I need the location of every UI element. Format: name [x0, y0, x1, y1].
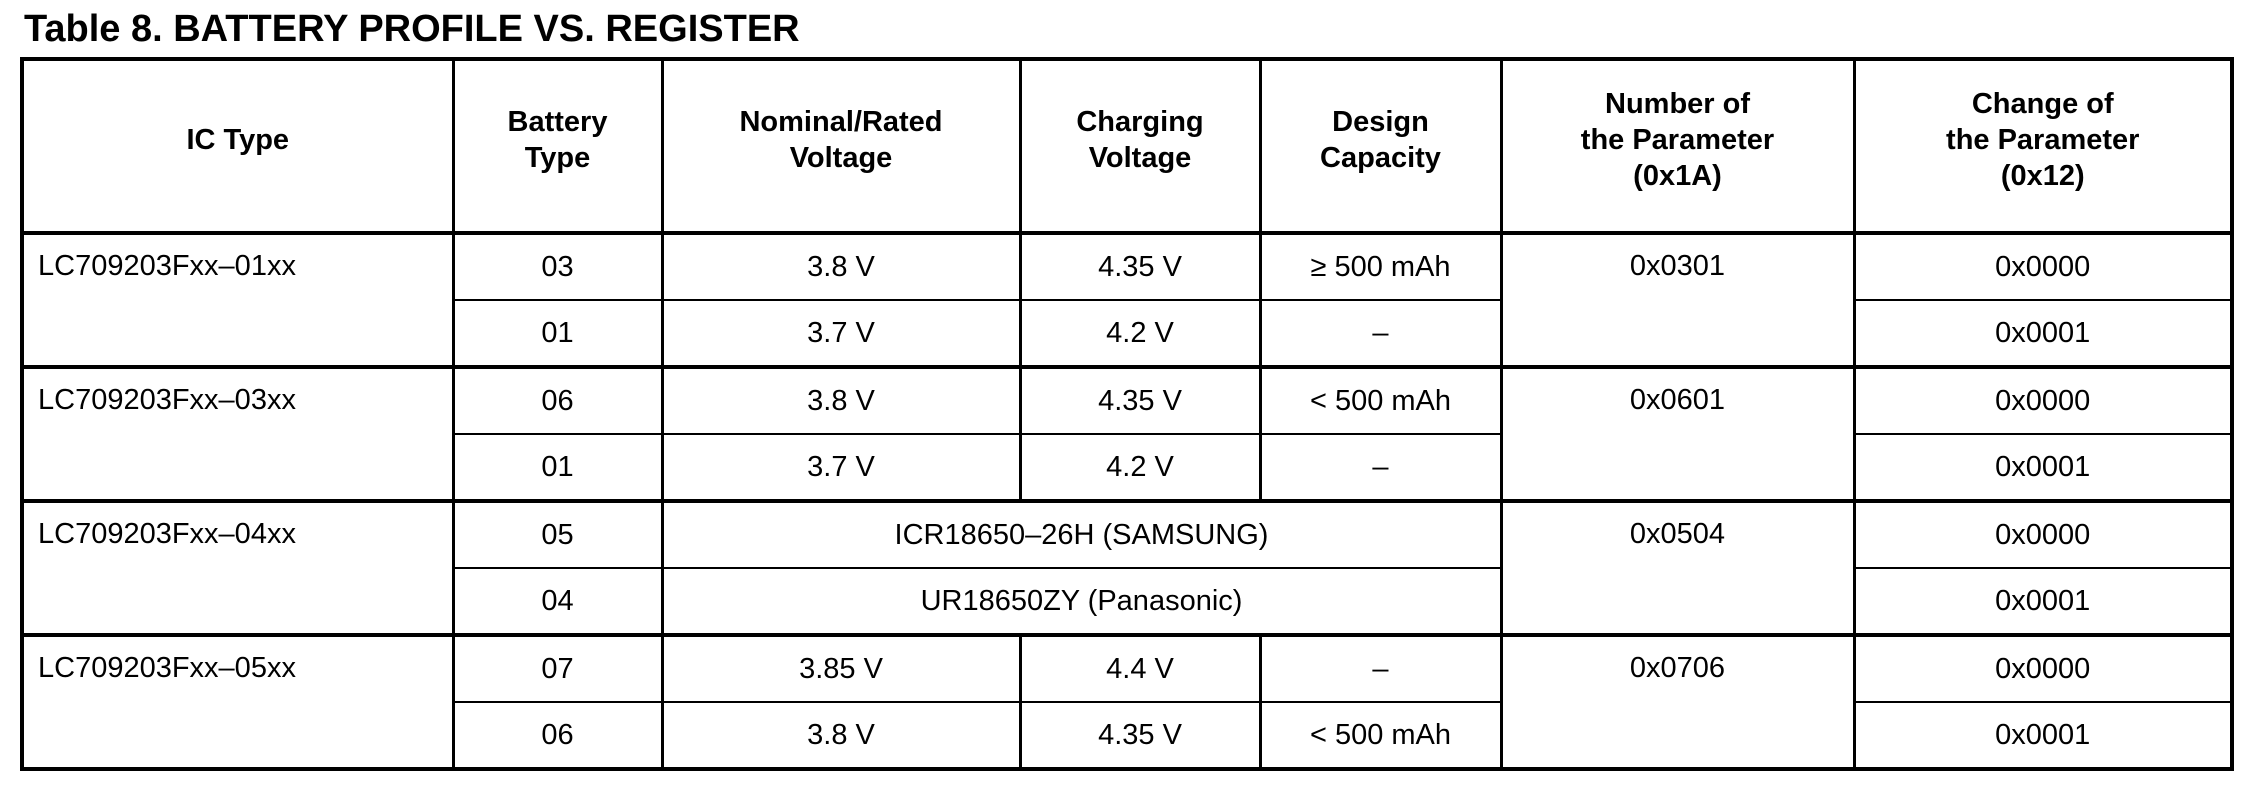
design-capacity-cell: < 500 mAh [1258, 701, 1503, 769]
battery-model-cell: ICR18650–26H (SAMSUNG) [660, 499, 1503, 568]
table-row: 04 UR18650ZY (Panasonic) 0x0001 [22, 567, 2234, 635]
battery-type-cell: 01 [451, 299, 664, 367]
header-charging-voltage: Charging Voltage [1018, 59, 1262, 233]
charging-voltage-cell: 4.35 V [1018, 231, 1262, 300]
parameter-change-cell: 0x0000 [1852, 231, 2234, 300]
battery-type-cell: 05 [451, 499, 664, 568]
ic-type-label: LC709203Fxx–04xx [38, 517, 296, 550]
table-row: 01 3.7 V 4.2 V – 0x0001 [22, 433, 2234, 501]
battery-model-cell: UR18650ZY (Panasonic) [660, 567, 1503, 635]
ic-type-label: LC709203Fxx–03xx [38, 383, 296, 416]
header-ic-type: IC Type [20, 59, 455, 233]
battery-profile-table: IC Type Battery Type Nominal/Rated Volta… [20, 57, 2234, 771]
header-battery-type: Battery Type [451, 59, 664, 233]
ic-type-label: LC709203Fxx–01xx [38, 249, 296, 282]
table-row: LC709203Fxx–04xx 05 ICR18650–26H (SAMSUN… [20, 499, 2234, 635]
parameter-change-cell: 0x0000 [1852, 633, 2234, 702]
header-parameter-change: Change of the Parameter (0x12) [1852, 59, 2234, 233]
nominal-voltage-cell: 3.8 V [660, 365, 1022, 434]
parameter-number-label: 0x0301 [1629, 249, 1726, 282]
design-capacity-cell: – [1258, 633, 1503, 702]
table-title: Table 8. BATTERY PROFILE VS. REGISTER [24, 8, 800, 50]
battery-type-cell: 03 [451, 231, 664, 300]
parameter-change-cell: 0x0000 [1852, 499, 2234, 568]
parameter-number-cell: 0x0601 [1499, 365, 1856, 501]
nominal-voltage-cell: 3.7 V [660, 433, 1022, 501]
parameter-number-label: 0x0706 [1629, 651, 1726, 684]
table-row: LC709203Fxx–03xx 06 3.8 V 4.35 V < 500 m… [20, 365, 2234, 501]
nominal-voltage-cell: 3.85 V [660, 633, 1022, 702]
battery-type-cell: 07 [451, 633, 664, 702]
charging-voltage-cell: 4.35 V [1018, 701, 1262, 769]
ic-type-cell: LC709203Fxx–04xx [20, 499, 455, 635]
parameter-number-cell: 0x0301 [1499, 231, 1856, 367]
parameter-change-cell: 0x0001 [1852, 433, 2234, 501]
table-row: 01 3.7 V 4.2 V – 0x0001 [22, 299, 2234, 367]
charging-voltage-cell: 4.4 V [1018, 633, 1262, 702]
battery-type-cell: 06 [451, 365, 664, 434]
nominal-voltage-cell: 3.7 V [660, 299, 1022, 367]
ic-type-cell: LC709203Fxx–05xx [20, 633, 455, 769]
parameter-change-cell: 0x0001 [1852, 299, 2234, 367]
header-nominal-voltage: Nominal/Rated Voltage [660, 59, 1022, 233]
design-capacity-cell: – [1258, 433, 1503, 501]
ic-type-cell: LC709203Fxx–01xx [20, 231, 455, 367]
battery-type-cell: 06 [451, 701, 664, 769]
parameter-change-cell: 0x0001 [1852, 701, 2234, 769]
parameter-change-cell: 0x0001 [1852, 567, 2234, 635]
table-row: 06 3.8 V 4.35 V < 500 mAh 0x0001 [22, 701, 2234, 769]
parameter-number-label: 0x0504 [1629, 517, 1726, 550]
nominal-voltage-cell: 3.8 V [660, 231, 1022, 300]
battery-type-cell: 04 [451, 567, 664, 635]
charging-voltage-cell: 4.2 V [1018, 433, 1262, 501]
parameter-number-label: 0x0601 [1629, 383, 1726, 416]
header-design-capacity: Design Capacity [1258, 59, 1503, 233]
charging-voltage-cell: 4.35 V [1018, 365, 1262, 434]
header-parameter-number: Number of the Parameter (0x1A) [1499, 59, 1856, 233]
parameter-change-cell: 0x0000 [1852, 365, 2234, 434]
parameter-number-cell: 0x0504 [1499, 499, 1856, 635]
design-capacity-cell: < 500 mAh [1258, 365, 1503, 434]
design-capacity-cell: – [1258, 299, 1503, 367]
battery-type-cell: 01 [451, 433, 664, 501]
table-row: LC709203Fxx–01xx 03 3.8 V 4.35 V ≥ 500 m… [20, 231, 2234, 367]
ic-type-cell: LC709203Fxx–03xx [20, 365, 455, 501]
parameter-number-cell: 0x0706 [1499, 633, 1856, 769]
nominal-voltage-cell: 3.8 V [660, 701, 1022, 769]
ic-type-label: LC709203Fxx–05xx [38, 651, 296, 684]
charging-voltage-cell: 4.2 V [1018, 299, 1262, 367]
design-capacity-cell: ≥ 500 mAh [1258, 231, 1503, 300]
table-row: LC709203Fxx–05xx 07 3.85 V 4.4 V – 0x070… [20, 633, 2234, 769]
header-row: IC Type Battery Type Nominal/Rated Volta… [20, 59, 2234, 233]
